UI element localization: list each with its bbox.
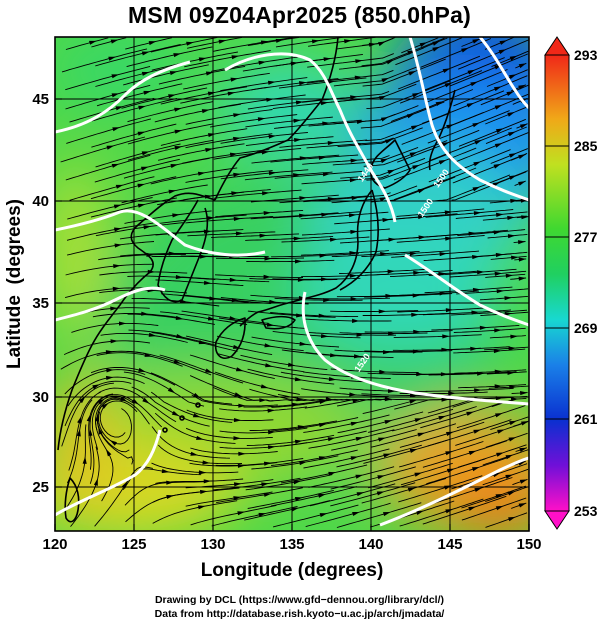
colorbar: 293 285 277 269 261 253 [544, 36, 598, 530]
x-tick-label: 140 [358, 536, 383, 553]
axis-ticks [54, 98, 530, 531]
x-tick-label: 130 [200, 536, 225, 553]
y-tick-label: 45 [32, 91, 49, 108]
map-title: MSM 09Z04Apr2025 (850.0hPa) [128, 2, 471, 28]
colorbar-tick-label: 277 [574, 229, 598, 245]
graticule [55, 37, 529, 531]
streamlines [60, 37, 529, 528]
y-tick-label: 35 [32, 295, 49, 312]
colorbar-top-arrow [544, 36, 570, 56]
x-tick-label: 125 [121, 536, 146, 553]
y-tick-label: 30 [32, 389, 49, 406]
x-tick-label: 135 [279, 536, 304, 553]
colorbar-tick-label: 269 [574, 320, 598, 336]
colorbar-tick-label: 261 [574, 411, 598, 427]
x-tick-label: 120 [42, 536, 67, 553]
credit-data: Data from http://database.rish.kyoto−u.a… [154, 608, 445, 620]
colorbar-tick-label: 285 [574, 138, 598, 154]
y-tick-labels: 45 40 35 30 25 [32, 91, 49, 496]
x-axis-title: Longitude (degrees) [201, 560, 384, 581]
x-tick-label: 145 [437, 536, 462, 553]
colorbar-bottom-arrow [544, 510, 570, 530]
coastlines [57, 37, 456, 523]
y-tick-label: 25 [32, 479, 49, 496]
y-axis-title: Latitude (degrees) [4, 199, 25, 369]
colorbar-tick-label: 293 [574, 47, 598, 63]
geopotential-contours [55, 37, 529, 527]
x-tick-label: 150 [516, 536, 541, 553]
x-tick-labels: 120 125 130 135 140 145 150 [42, 536, 541, 553]
y-tick-label: 40 [32, 193, 49, 210]
colorbar-tick-label: 253 [574, 503, 598, 519]
credit-drawing: Drawing by DCL (https://www.gfd−dennou.o… [154, 594, 445, 606]
